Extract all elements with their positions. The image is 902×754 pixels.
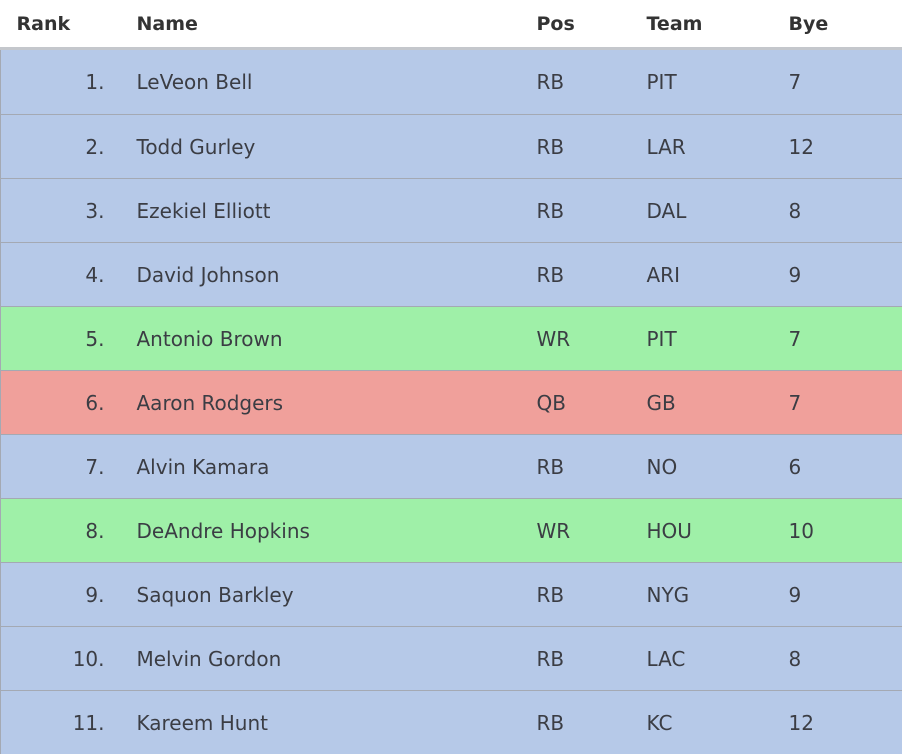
table-row[interactable]: 11. Kareem Hunt RB KC 12 xyxy=(1,691,902,754)
team-cell: HOU xyxy=(647,499,789,563)
rank-cell: 4. xyxy=(1,243,137,307)
rank-cell: 1. xyxy=(1,49,137,115)
player-name-cell: Alvin Kamara xyxy=(137,435,537,499)
team-cell: LAC xyxy=(647,627,789,691)
table-row[interactable]: 1. LeVeon Bell RB PIT 7 xyxy=(1,49,902,115)
team-cell: DAL xyxy=(647,179,789,243)
rank-cell: 2. xyxy=(1,115,137,179)
table-row[interactable]: 8. DeAndre Hopkins WR HOU 10 xyxy=(1,499,902,563)
position-cell: WR xyxy=(537,307,647,371)
table-row[interactable]: 2. Todd Gurley RB LAR 12 xyxy=(1,115,902,179)
table-body: 1. LeVeon Bell RB PIT 7 2. Todd Gurley R… xyxy=(1,49,902,754)
rank-cell: 10. xyxy=(1,627,137,691)
position-cell: RB xyxy=(537,243,647,307)
bye-cell: 6 xyxy=(789,435,902,499)
rank-cell: 9. xyxy=(1,563,137,627)
table-row[interactable]: 4. David Johnson RB ARI 9 xyxy=(1,243,902,307)
table-row[interactable]: 5. Antonio Brown WR PIT 7 xyxy=(1,307,902,371)
position-cell: RB xyxy=(537,179,647,243)
position-cell: RB xyxy=(537,115,647,179)
bye-cell: 7 xyxy=(789,307,902,371)
team-cell: PIT xyxy=(647,49,789,115)
player-name-cell: Todd Gurley xyxy=(137,115,537,179)
bye-cell: 9 xyxy=(789,243,902,307)
bye-cell: 8 xyxy=(789,179,902,243)
table-header: Rank Name Pos Team Bye xyxy=(1,0,902,49)
position-cell: WR xyxy=(537,499,647,563)
team-cell: ARI xyxy=(647,243,789,307)
table-row[interactable]: 7. Alvin Kamara RB NO 6 xyxy=(1,435,902,499)
rank-cell: 8. xyxy=(1,499,137,563)
header-row: Rank Name Pos Team Bye xyxy=(1,0,902,49)
column-header-rank[interactable]: Rank xyxy=(1,0,137,49)
column-header-name[interactable]: Name xyxy=(137,0,537,49)
team-cell: NYG xyxy=(647,563,789,627)
team-cell: NO xyxy=(647,435,789,499)
player-name-cell: Ezekiel Elliott xyxy=(137,179,537,243)
team-cell: GB xyxy=(647,371,789,435)
bye-cell: 9 xyxy=(789,563,902,627)
position-cell: RB xyxy=(537,691,647,754)
player-name-cell: David Johnson xyxy=(137,243,537,307)
team-cell: PIT xyxy=(647,307,789,371)
player-name-cell: LeVeon Bell xyxy=(137,49,537,115)
rank-cell: 11. xyxy=(1,691,137,754)
rank-cell: 7. xyxy=(1,435,137,499)
player-name-cell: DeAndre Hopkins xyxy=(137,499,537,563)
table-row[interactable]: 10. Melvin Gordon RB LAC 8 xyxy=(1,627,902,691)
bye-cell: 7 xyxy=(789,49,902,115)
position-cell: QB xyxy=(537,371,647,435)
table-row[interactable]: 6. Aaron Rodgers QB GB 7 xyxy=(1,371,902,435)
bye-cell: 12 xyxy=(789,691,902,754)
bye-cell: 12 xyxy=(789,115,902,179)
bye-cell: 10 xyxy=(789,499,902,563)
player-name-cell: Melvin Gordon xyxy=(137,627,537,691)
player-name-cell: Saquon Barkley xyxy=(137,563,537,627)
position-cell: RB xyxy=(537,49,647,115)
player-name-cell: Antonio Brown xyxy=(137,307,537,371)
team-cell: LAR xyxy=(647,115,789,179)
player-name-cell: Kareem Hunt xyxy=(137,691,537,754)
rank-cell: 5. xyxy=(1,307,137,371)
bye-cell: 7 xyxy=(789,371,902,435)
position-cell: RB xyxy=(537,563,647,627)
bye-cell: 8 xyxy=(789,627,902,691)
rank-cell: 3. xyxy=(1,179,137,243)
position-cell: RB xyxy=(537,435,647,499)
table-row[interactable]: 9. Saquon Barkley RB NYG 9 xyxy=(1,563,902,627)
column-header-pos[interactable]: Pos xyxy=(537,0,647,49)
team-cell: KC xyxy=(647,691,789,754)
column-header-bye[interactable]: Bye xyxy=(789,0,902,49)
column-header-team[interactable]: Team xyxy=(647,0,789,49)
table-row[interactable]: 3. Ezekiel Elliott RB DAL 8 xyxy=(1,179,902,243)
rank-cell: 6. xyxy=(1,371,137,435)
player-name-cell: Aaron Rodgers xyxy=(137,371,537,435)
position-cell: RB xyxy=(537,627,647,691)
